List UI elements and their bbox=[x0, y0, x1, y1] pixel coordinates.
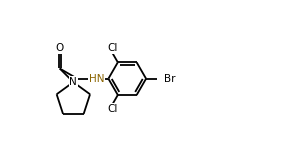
Text: Cl: Cl bbox=[107, 43, 118, 53]
Text: Cl: Cl bbox=[107, 104, 118, 114]
Text: Br: Br bbox=[164, 74, 176, 84]
Text: O: O bbox=[56, 43, 64, 53]
Text: HN: HN bbox=[89, 74, 104, 84]
Text: N: N bbox=[70, 77, 77, 87]
